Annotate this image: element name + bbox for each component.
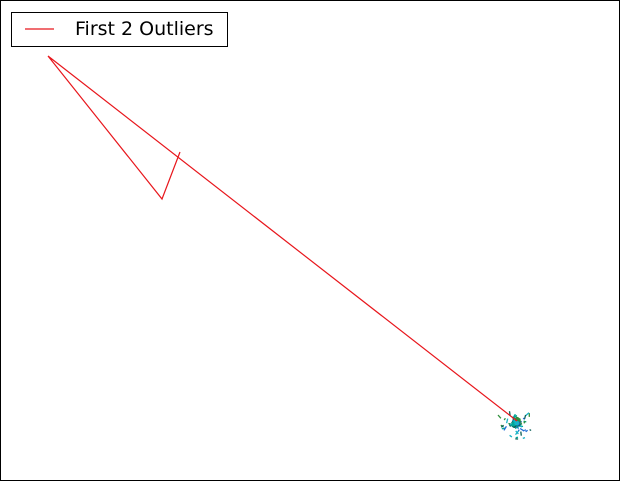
cluster-mark <box>526 430 528 432</box>
cluster-mark <box>521 432 522 436</box>
cluster-mark <box>525 430 526 431</box>
cluster-mark <box>507 419 508 424</box>
cluster-mark <box>510 424 512 425</box>
cluster-mark <box>519 430 520 432</box>
series-line-0 <box>48 56 517 421</box>
cluster-mark <box>525 415 526 419</box>
cluster-mark <box>504 418 505 420</box>
cluster-mark <box>498 415 501 418</box>
cluster-mark <box>523 438 525 439</box>
cluster-layer <box>498 411 531 439</box>
cluster-mark <box>530 430 532 431</box>
series-layer <box>48 56 517 421</box>
cluster-core-mark <box>514 421 519 426</box>
cluster-mark <box>520 429 524 432</box>
cluster-mark <box>510 435 512 437</box>
legend-label: First 2 Outliers <box>75 18 214 40</box>
legend: First 2 Outliers <box>12 13 228 47</box>
